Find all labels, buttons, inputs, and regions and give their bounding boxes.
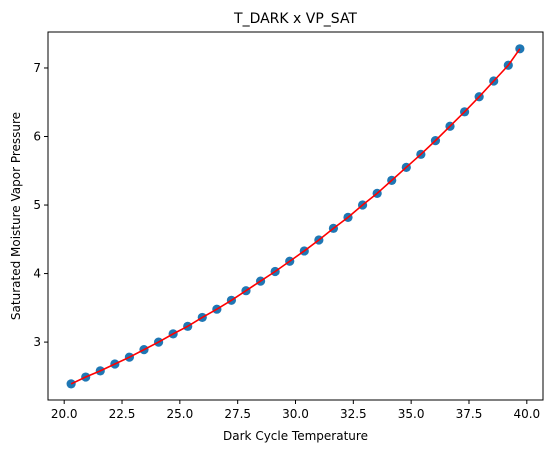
axes-frame <box>47 31 544 401</box>
x-tick-label: 30.0 <box>282 407 309 421</box>
x-axis-label: Dark Cycle Temperature <box>223 429 368 443</box>
y-axis-ticks: 3 4 5 6 7 <box>33 61 48 349</box>
y-tick-label: 3 <box>33 335 41 349</box>
x-tick-label: 25.0 <box>166 407 193 421</box>
y-tick-label: 6 <box>33 130 41 144</box>
x-tick-label: 35.0 <box>398 407 425 421</box>
y-tick-label: 7 <box>33 61 41 75</box>
x-tick-label: 40.0 <box>513 407 540 421</box>
fit-line <box>70 48 521 385</box>
x-tick-label: 32.5 <box>340 407 367 421</box>
x-tick-label: 37.5 <box>456 407 483 421</box>
y-tick-label: 4 <box>33 267 41 281</box>
chart-title: T_DARK x VP_SAT <box>233 11 357 27</box>
y-axis-label: Saturated Moisture Vapor Pressure <box>9 112 23 320</box>
y-tick-label: 5 <box>33 198 41 212</box>
x-tick-label: 20.0 <box>51 407 78 421</box>
chart-marks <box>66 44 525 389</box>
x-tick-label: 27.5 <box>224 407 251 421</box>
x-axis-ticks: 20.0 22.5 25.0 27.5 30.0 32.5 35.0 37.5 40.0 <box>51 400 540 421</box>
x-tick-label: 22.5 <box>109 407 136 421</box>
